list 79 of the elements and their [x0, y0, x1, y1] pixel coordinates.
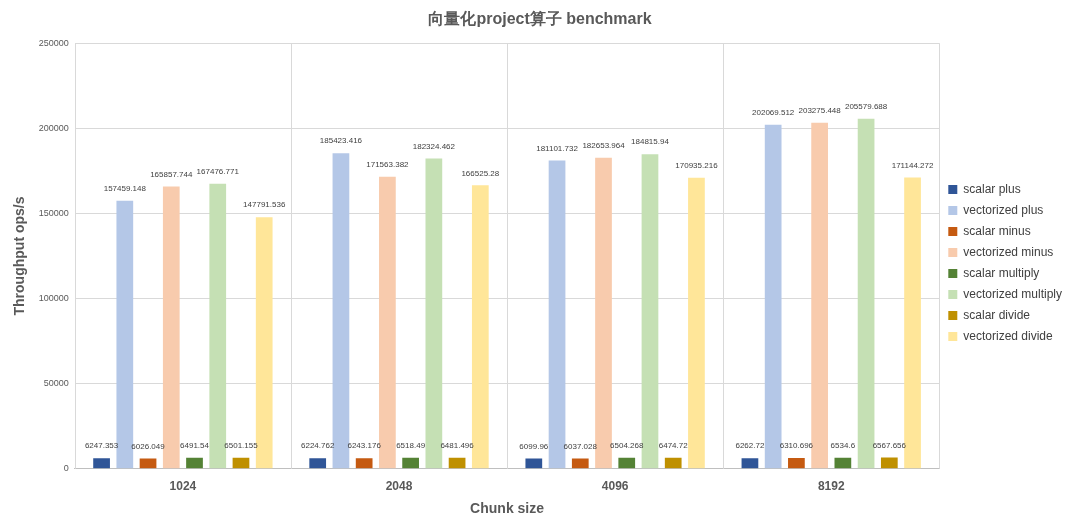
bar — [525, 458, 543, 469]
data-label: 182324.462 — [412, 141, 456, 151]
data-label: 185423.416 — [319, 136, 363, 146]
y-tick-label: 250000 — [38, 37, 69, 48]
bar — [402, 457, 419, 469]
data-label: 6037.028 — [563, 441, 598, 451]
data-label: 203275.448 — [798, 105, 842, 115]
bar — [595, 157, 612, 469]
data-label: 6262.72 — [735, 441, 765, 451]
legend-label: vectorized plus — [963, 202, 1044, 217]
data-label: 202069.512 — [752, 108, 795, 117]
data-label: 6310.696 — [779, 441, 814, 451]
legend-label: scalar plus — [963, 181, 1021, 196]
data-label: 6481.496 — [440, 440, 475, 450]
bar — [788, 458, 805, 469]
y-tick-label: 50000 — [43, 378, 69, 389]
data-label: 6224.762 — [301, 441, 335, 451]
x-tick-label: 8192 — [817, 479, 845, 494]
y-tick-label: 0 — [63, 463, 69, 474]
legend-label: scalar minus — [963, 223, 1031, 238]
legend-label: scalar divide — [963, 307, 1031, 322]
x-axis-title: Chunk size — [470, 500, 545, 517]
data-label: 6099.96 — [519, 441, 549, 451]
data-label: 184815.94 — [631, 137, 670, 147]
data-label: 147791.536 — [243, 200, 286, 210]
bar — [93, 458, 110, 469]
data-label: 157459.148 — [103, 183, 147, 193]
data-label: 171144.272 — [891, 160, 934, 170]
bar — [186, 457, 203, 469]
legend-label: vectorized divide — [963, 328, 1053, 343]
data-label: 205579.688 — [844, 102, 888, 112]
data-label: 6534.6 — [830, 440, 856, 450]
data-label: 6243.176 — [347, 441, 382, 451]
data-label: 166525.28 — [461, 168, 500, 178]
legend-label: vectorized minus — [963, 244, 1054, 259]
bar — [664, 457, 682, 469]
data-label: 6247.353 — [84, 441, 119, 451]
data-label: 170935.216 — [675, 161, 719, 170]
bar — [688, 177, 705, 469]
chart-title: 向量化project算子 benchmark — [428, 10, 652, 28]
data-label: 182653.964 — [582, 141, 626, 151]
data-label: 6491.54 — [180, 440, 210, 450]
data-label: 6501.155 — [224, 440, 259, 450]
bar — [332, 153, 350, 469]
data-label: 6518.49 — [396, 440, 426, 450]
y-tick-label: 150000 — [38, 207, 69, 218]
data-label: 6474.72 — [658, 440, 689, 450]
bar — [834, 457, 852, 469]
bar — [811, 122, 828, 469]
bar — [741, 458, 759, 469]
bar — [641, 154, 659, 469]
bar — [309, 458, 327, 469]
x-tick-label: 1024 — [169, 479, 197, 494]
bar — [571, 458, 589, 469]
bar — [764, 124, 782, 469]
legend-label: scalar multiply — [963, 265, 1040, 280]
legend-label: vectorized multiply — [963, 286, 1062, 301]
bar — [425, 158, 443, 469]
bar — [880, 457, 898, 469]
y-axis-title: Throughput ops/s — [11, 196, 28, 316]
data-label: 167476.771 — [196, 166, 240, 176]
data-label: 171563.382 — [366, 159, 410, 169]
bar — [232, 457, 250, 469]
bar — [448, 457, 466, 469]
bar — [857, 118, 875, 469]
x-tick-label: 4096 — [601, 479, 629, 494]
y-tick-label: 200000 — [38, 122, 69, 133]
bar — [618, 457, 636, 469]
data-label: 6026.049 — [131, 441, 166, 451]
data-label: 6567.656 — [872, 440, 907, 450]
x-tick-label: 2048 — [385, 479, 413, 494]
bar — [379, 176, 396, 469]
data-label: 181101.732 — [536, 143, 579, 153]
y-tick-label: 100000 — [38, 293, 69, 304]
bar — [355, 458, 373, 469]
data-label: 165857.744 — [150, 169, 193, 179]
bar — [904, 177, 921, 469]
bar — [548, 160, 566, 469]
data-label: 6504.268 — [610, 440, 644, 450]
